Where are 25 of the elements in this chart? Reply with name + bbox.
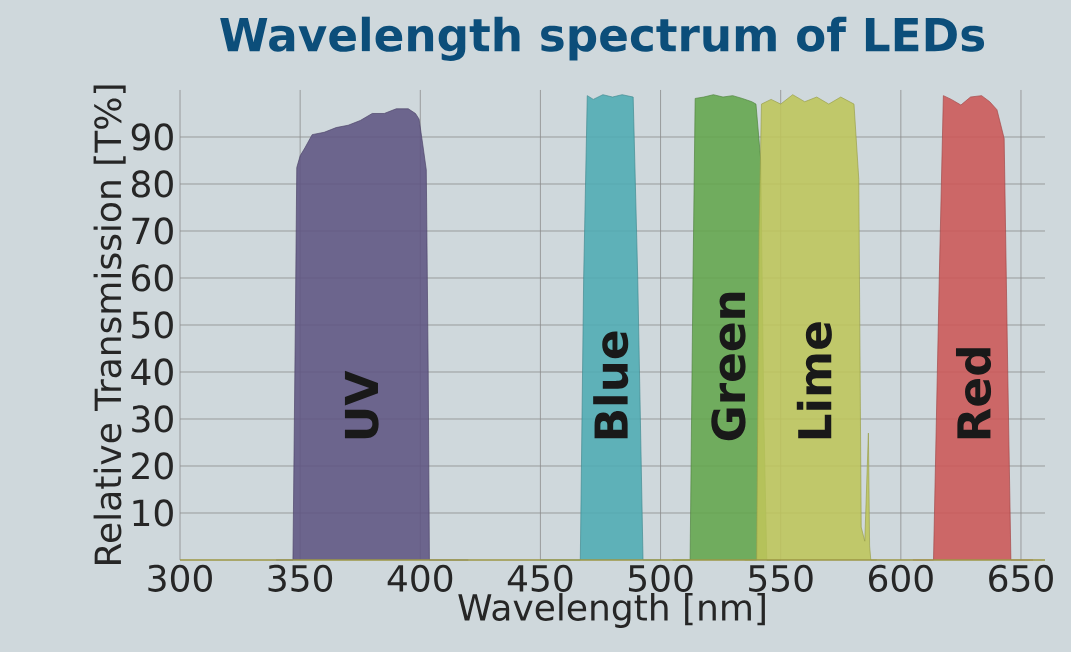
y-tick-label: 90 xyxy=(131,123,173,151)
series-label: Blue xyxy=(593,331,629,439)
x-tick-label: 650 xyxy=(989,564,1053,592)
x-tick-label: 450 xyxy=(507,564,573,592)
y-tick-label: 10 xyxy=(133,499,173,527)
x-tick-label: 350 xyxy=(268,564,333,592)
x-tick-label: 600 xyxy=(868,564,933,592)
y-tick-label: 70 xyxy=(132,217,173,245)
y-tick-label: 80 xyxy=(131,170,173,198)
x-tick-label: 300 xyxy=(148,564,212,592)
series-label: Lime xyxy=(796,322,832,439)
chart-title: Wavelength spectrum of LEDs xyxy=(220,16,985,61)
x-tick-label: 500 xyxy=(628,564,693,592)
x-tick-label: 400 xyxy=(387,564,453,592)
x-axis-title: Wavelength [nm] xyxy=(458,593,765,628)
y-tick-label: 40 xyxy=(131,358,173,386)
series-label: UV xyxy=(344,370,379,439)
series-label: Green xyxy=(711,292,746,441)
series-label: Red xyxy=(955,348,992,439)
y-tick-label: 60 xyxy=(132,264,173,292)
x-tick-label: 550 xyxy=(749,564,813,592)
y-tick-label: 20 xyxy=(132,452,173,480)
y-tick-label: 30 xyxy=(132,405,173,433)
y-axis-title: Relative Transmission [T%] xyxy=(93,85,126,564)
y-tick-label: 50 xyxy=(132,311,173,339)
